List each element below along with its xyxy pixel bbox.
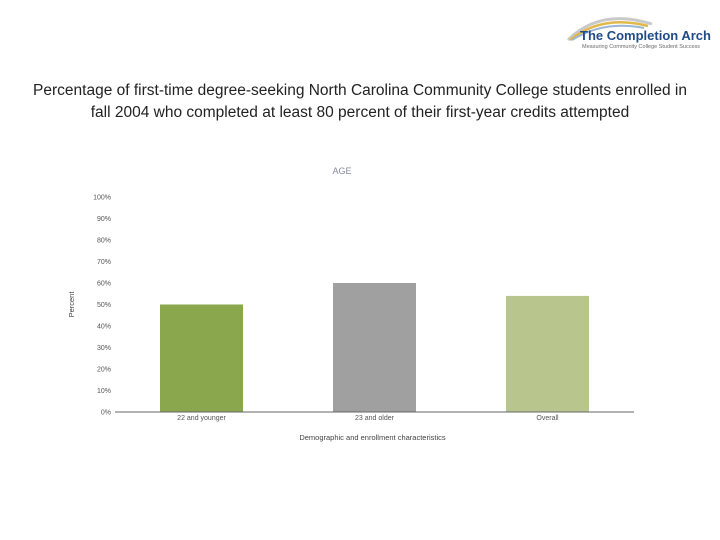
logo-tagline: Measuring Community College Student Succ… bbox=[582, 44, 701, 50]
y-axis-label: Percent bbox=[67, 291, 76, 318]
completion-arch-logo: The Completion Arch Measuring Community … bbox=[560, 10, 711, 56]
logo-brand-text: The Completion Arch bbox=[580, 28, 711, 43]
y-axis-ticks: 0% 10% 20% 30% 40% 50% 60% 70% 80% 90% 100% bbox=[93, 195, 111, 417]
bar bbox=[506, 295, 589, 412]
y-tick-label: 90% bbox=[97, 216, 111, 223]
y-tick-label: 60% bbox=[97, 281, 111, 288]
y-tick-label: 40% bbox=[97, 324, 111, 331]
y-tick-label: 0% bbox=[101, 410, 111, 417]
x-tick-label: 23 and older bbox=[355, 415, 395, 422]
bars bbox=[160, 283, 589, 412]
y-tick-label: 80% bbox=[97, 238, 111, 245]
y-tick-label: 30% bbox=[97, 345, 111, 352]
bar bbox=[333, 283, 416, 412]
y-tick-label: 20% bbox=[97, 367, 111, 374]
arch-logo-icon bbox=[566, 17, 653, 42]
y-tick-label: 50% bbox=[97, 302, 111, 309]
y-tick-label: 10% bbox=[97, 388, 111, 395]
y-tick-label: 70% bbox=[97, 259, 111, 266]
x-axis-label: Demographic and enrollment characteristi… bbox=[299, 433, 446, 442]
slide-title: Percentage of first-time degree-seeking … bbox=[33, 82, 687, 121]
x-tick-label: Overall bbox=[536, 415, 559, 422]
chart-title: AGE bbox=[332, 166, 351, 176]
y-tick-label: 100% bbox=[93, 195, 111, 202]
x-tick-label: 22 and younger bbox=[177, 415, 226, 422]
x-axis-ticks: 22 and younger 23 and older Overall bbox=[177, 415, 559, 422]
bar bbox=[160, 304, 243, 412]
